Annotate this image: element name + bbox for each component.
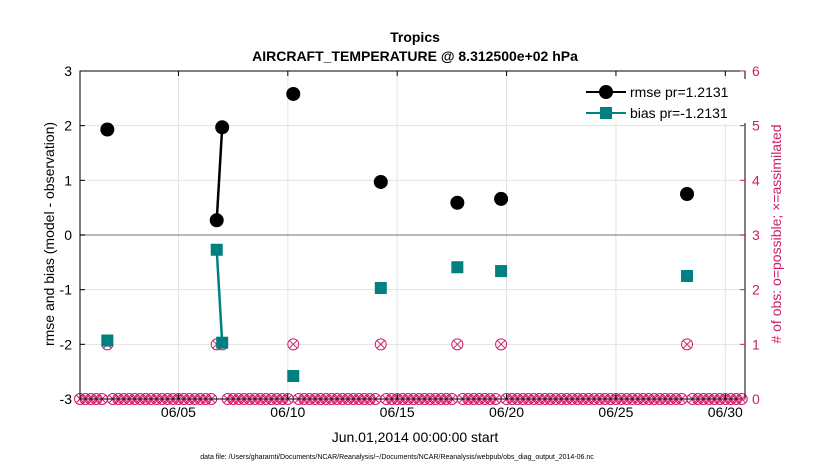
- y-tick-label-left: 0: [64, 227, 72, 243]
- data-point: [681, 270, 694, 282]
- footnote: data file: /Users/gharamti/Documents/NCA…: [200, 454, 594, 461]
- series-line: [215, 127, 224, 221]
- legend-rmse-label: rmse pr=1.2131: [630, 84, 729, 100]
- obs-count-one: [681, 338, 694, 351]
- y-tick-label-right: 2: [752, 282, 760, 298]
- obs-possible-marker: [681, 338, 694, 351]
- data-point: [215, 120, 230, 135]
- data-point: [373, 174, 388, 189]
- data-point: [209, 213, 224, 228]
- obs-count-one: [495, 338, 508, 351]
- chart-title: Tropics: [390, 29, 440, 45]
- obs-assimilated-marker: [288, 339, 298, 349]
- series: [100, 86, 695, 383]
- legend-bias-label: bias pr=-1.2131: [630, 105, 728, 121]
- obs-possible-marker: [374, 338, 387, 351]
- ticks: 06/05 06/10 06/15 06/20 06/25 06/30 -3 -2 -1 0 1 2 3…: [60, 63, 760, 420]
- obs-assimilated-marker: [496, 339, 506, 349]
- obs-count-one: [287, 338, 300, 351]
- data-point: [494, 191, 509, 206]
- legend-rmse-marker: [599, 85, 613, 99]
- y-tick-label-left: 1: [64, 172, 72, 188]
- x-tick-label: 06/20: [489, 404, 524, 420]
- data-point: [451, 261, 464, 274]
- x-tick-label: 06/15: [380, 404, 415, 420]
- y-tick-label-left: -3: [60, 391, 73, 407]
- series-rmse: [100, 86, 695, 228]
- x-tick-label: 06/05: [161, 404, 196, 420]
- y-tick-label-right: 5: [752, 118, 760, 134]
- y-tick-label-right: 1: [752, 336, 760, 352]
- y-tick-label-left: 3: [64, 63, 72, 79]
- y-tick-label-right: 4: [752, 172, 760, 188]
- legend-bias-marker: [600, 107, 612, 119]
- y-tick-label-left: 2: [64, 118, 72, 134]
- y-axis-label-right: # of obs: o=possible; ×=assimilated: [768, 124, 784, 343]
- y-axis-label-left: rmse and bias (model - observation): [41, 122, 57, 346]
- y-tick-label-left: -2: [60, 336, 73, 352]
- chart-subtitle: AIRCRAFT_TEMPERATURE @ 8.312500e+02 hPa: [252, 48, 578, 64]
- y-tick-label-left: -1: [60, 282, 73, 298]
- x-tick-label: 06/25: [598, 404, 633, 420]
- data-point: [101, 334, 114, 347]
- y-tick-label-right: 6: [752, 63, 760, 79]
- data-point: [495, 265, 508, 278]
- data-point: [100, 122, 115, 137]
- y-tick-label-right: 0: [752, 391, 760, 407]
- obs-assimilated-marker: [452, 339, 462, 349]
- data-point: [680, 187, 695, 201]
- obs-count-markers: [74, 338, 748, 405]
- x-tick-label: 06/30: [708, 404, 743, 420]
- obs-assimilated-marker: [376, 339, 386, 349]
- obs-possible-marker: [495, 338, 508, 351]
- data-point: [286, 86, 301, 101]
- data-point: [287, 370, 300, 383]
- y-tick-label-right: 3: [752, 227, 760, 243]
- obs-count-one: [451, 338, 464, 351]
- data-point: [216, 336, 229, 349]
- data-point: [450, 195, 465, 210]
- legend: rmse pr=1.2131 bias pr=-1.2131: [580, 79, 748, 123]
- x-axis-label: Jun.01,2014 00:00:00 start: [332, 429, 499, 445]
- obs-possible-marker: [451, 338, 464, 351]
- x-tick-label: 06/10: [270, 404, 305, 420]
- series-line: [215, 249, 224, 343]
- data-point: [374, 282, 387, 295]
- obs-possible-marker: [287, 338, 300, 351]
- obs-count-one: [374, 338, 387, 351]
- series-bias: [101, 243, 694, 383]
- data-point: [210, 243, 223, 256]
- obs-assimilated-marker: [682, 339, 692, 349]
